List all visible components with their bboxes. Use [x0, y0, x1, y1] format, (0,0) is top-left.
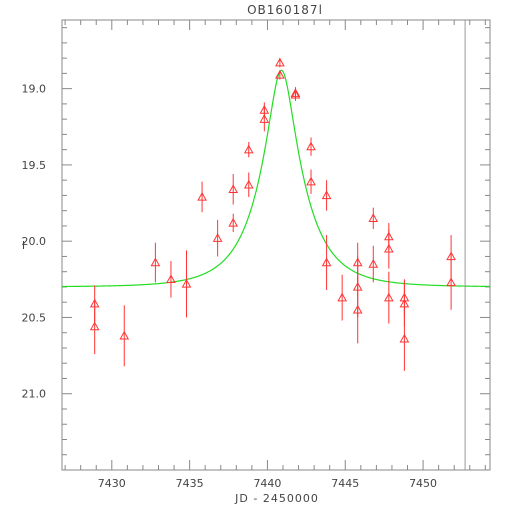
triangle-marker [321, 257, 332, 267]
data-point [89, 299, 100, 355]
data-point [119, 305, 130, 367]
triangle-marker [275, 69, 285, 79]
triangle-marker [337, 292, 347, 302]
plot-border [61, 19, 491, 471]
data-point [228, 174, 239, 205]
data-point [383, 228, 394, 269]
triangle-marker [181, 278, 192, 288]
y-axis-ticks: 19.0 19.5 20.0 20.5 21.0 [22, 27, 490, 471]
x-tick-label: 7430 [98, 477, 126, 490]
data-point [275, 57, 285, 68]
data-point [181, 250, 192, 318]
data-point [446, 254, 456, 310]
triangle-marker [368, 259, 379, 268]
data-point [275, 69, 285, 80]
data-point [352, 276, 363, 344]
data-point [243, 172, 254, 197]
data-point [306, 169, 316, 194]
x-axis-title: JD - 2450000 [234, 492, 319, 505]
triangle-marker [150, 257, 161, 267]
triangle-marker [197, 191, 207, 201]
model-curve-group [61, 69, 491, 288]
triangle-marker [352, 304, 363, 314]
triangle-marker [243, 144, 254, 154]
y-tick-label: 21.0 [22, 388, 47, 401]
model-curve [61, 69, 491, 288]
data-point [337, 274, 347, 321]
data-point [368, 207, 379, 229]
x-tick-label: 7435 [176, 477, 204, 490]
data-point [228, 213, 239, 233]
triangle-marker [383, 243, 394, 253]
x-tick-label: 7450 [409, 477, 437, 490]
data-point [290, 88, 301, 101]
data-point [321, 235, 332, 290]
y-tick-label: 20.0 [22, 235, 47, 248]
data-point [368, 245, 379, 283]
data-point [306, 137, 316, 156]
triangle-marker [399, 333, 410, 343]
triangle-marker [259, 114, 270, 123]
y-axis-title: I [22, 239, 26, 252]
triangle-marker [306, 141, 316, 151]
triangle-marker [446, 277, 456, 287]
x-tick-label: 7445 [331, 477, 359, 490]
triangle-marker [290, 89, 301, 99]
y-tick-label: 20.5 [22, 311, 47, 324]
data-point [399, 306, 410, 371]
triangle-marker [243, 179, 254, 189]
y-tick-label: 19.5 [22, 159, 47, 172]
data-point [166, 261, 176, 298]
data-point [243, 142, 254, 158]
triangle-marker [228, 184, 239, 194]
data-point [150, 242, 161, 283]
triangle-marker [89, 321, 100, 331]
x-axis-ticks: 7430 7435 7440 7445 7450 [64, 20, 486, 490]
chart-title: OB160187l [247, 3, 323, 17]
triangle-marker [321, 190, 332, 200]
triangle-marker [259, 104, 270, 114]
plot-frame [61, 19, 491, 471]
data-point [383, 271, 394, 324]
triangle-marker [228, 217, 239, 227]
triangle-marker [275, 57, 285, 67]
triangle-marker [368, 213, 379, 223]
triangle-marker [383, 292, 394, 302]
y-tick-label: 19.0 [22, 83, 47, 96]
triangle-marker [166, 274, 176, 284]
data-point [212, 219, 223, 257]
data-points-group [89, 57, 456, 371]
data-point [321, 180, 332, 211]
triangle-marker [306, 176, 316, 186]
data-point [197, 181, 207, 213]
triangle-marker [212, 233, 223, 242]
x-tick-label: 7440 [253, 477, 281, 490]
triangle-marker [119, 330, 130, 340]
data-point [259, 102, 270, 118]
